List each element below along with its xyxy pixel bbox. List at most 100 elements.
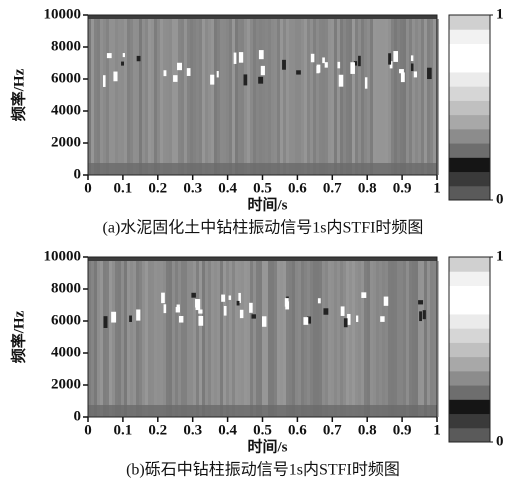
spectrogram-spot <box>307 316 312 324</box>
spectrogram-column <box>232 19 235 175</box>
spectrogram-column <box>334 261 337 417</box>
spectrogram-spot <box>422 310 426 320</box>
spectrogram-spot <box>111 311 117 323</box>
spectrogram-column <box>319 19 322 175</box>
spectrogram-column <box>418 19 421 175</box>
spectrogram-column <box>142 261 145 417</box>
y-tick-label: 8000 <box>51 38 81 54</box>
y-tick-label: 4000 <box>51 344 81 360</box>
spectrogram-column <box>382 261 385 417</box>
x-tick-label: 0.9 <box>393 180 412 196</box>
x-tick-label: 0.8 <box>358 180 377 196</box>
colorbar-segment <box>449 328 490 343</box>
spectrogram-column <box>235 19 238 175</box>
spectrogram-column <box>145 19 148 175</box>
spectrogram-column <box>340 261 343 417</box>
spectrogram-column <box>127 19 130 175</box>
colorbar-segment <box>449 285 490 301</box>
spectrogram-column <box>337 261 340 417</box>
spectrogram-column <box>274 19 277 175</box>
x-tick-label: 0.3 <box>183 422 202 438</box>
spectrogram-column <box>217 19 220 175</box>
spectrogram-column <box>181 261 184 417</box>
spectrogram-column <box>424 19 427 175</box>
spectrogram-column <box>304 19 307 175</box>
spectrogram-column <box>352 19 355 175</box>
spectrogram-column <box>127 261 130 417</box>
spectrogram-column <box>310 19 313 175</box>
spectrogram-column <box>178 261 181 417</box>
spectrogram-column <box>289 261 292 417</box>
y-tick-label: 4000 <box>51 102 81 118</box>
spectrogram-top-band <box>88 15 437 19</box>
colorbar-segment <box>449 57 490 73</box>
spectrogram-column <box>253 261 256 417</box>
colorbar-segment <box>449 299 490 315</box>
spectrogram-column <box>166 19 169 175</box>
spectrogram-spot <box>102 75 106 87</box>
spectrogram-column <box>199 261 202 417</box>
colorbar-tick-label: 1 <box>496 6 504 22</box>
x-tick-label: 0.5 <box>253 180 272 196</box>
spectrogram-spot <box>243 74 248 86</box>
spectrogram-column <box>100 19 103 175</box>
spectrogram-column <box>286 261 289 417</box>
spectrogram-spot <box>258 76 264 84</box>
colorbar-segment <box>449 171 490 187</box>
spectrogram-spot <box>324 62 328 68</box>
spectrogram-spot <box>236 300 240 306</box>
spectrogram-spot <box>310 53 315 63</box>
spectrogram-column <box>337 19 340 175</box>
colorbar-segment <box>449 29 490 44</box>
spectrogram-column <box>247 19 250 175</box>
spectrogram-spot <box>249 302 253 313</box>
spectrogram-column <box>214 19 217 175</box>
spectrogram-column <box>433 261 436 417</box>
spectrogram-spot <box>427 67 432 80</box>
spectrogram-column <box>268 261 271 417</box>
spectrogram-column <box>382 19 385 175</box>
spectrogram-spot <box>238 292 241 303</box>
spectrogram-column <box>157 19 160 175</box>
x-tick-label: 1 <box>433 180 441 196</box>
spectrogram-column <box>259 261 262 417</box>
spectrogram-column <box>289 19 292 175</box>
spectrogram-spot <box>410 55 414 61</box>
spectrogram-column <box>172 19 175 175</box>
spectrogram-column <box>346 19 349 175</box>
spectrogram-bottom-band <box>88 163 437 175</box>
spectrogram-spot <box>410 63 414 72</box>
spectrogram-column <box>226 19 229 175</box>
spectrogram-column <box>376 261 379 417</box>
spectrogram-column <box>154 261 157 417</box>
spectrogram-column <box>190 261 193 417</box>
spectrogram-column <box>295 19 298 175</box>
spectrogram-column <box>262 261 265 417</box>
spectrogram-column <box>241 261 244 417</box>
spectrogram-spot <box>261 316 267 327</box>
spectrogram-spot <box>338 74 344 87</box>
spectrogram-column <box>196 261 199 417</box>
spectrogram-column <box>226 261 229 417</box>
spectrogram-column <box>349 19 352 175</box>
spectrogram-column <box>88 261 91 417</box>
x-tick-label: 0.8 <box>358 422 377 438</box>
spectrogram-column <box>241 19 244 175</box>
spectrogram-column <box>238 261 241 417</box>
spectrogram-column <box>211 261 214 417</box>
colorbar-segment <box>449 427 490 443</box>
colorbar-segment <box>449 257 490 272</box>
spectrogram-spot <box>163 70 167 77</box>
spectrogram-column <box>358 261 361 417</box>
spectrogram-column <box>352 261 355 417</box>
spectrogram-column <box>145 261 148 417</box>
spectrogram-column <box>256 19 259 175</box>
spectrogram-column <box>277 261 280 417</box>
x-tick-label: 1 <box>433 422 441 438</box>
spectrogram-spot <box>356 315 359 322</box>
spectrogram-column <box>244 19 247 175</box>
spectrogram-column <box>307 19 310 175</box>
spectrogram-column <box>133 19 136 175</box>
spectrogram-spot <box>233 52 237 64</box>
spectrogram-column <box>427 261 430 417</box>
